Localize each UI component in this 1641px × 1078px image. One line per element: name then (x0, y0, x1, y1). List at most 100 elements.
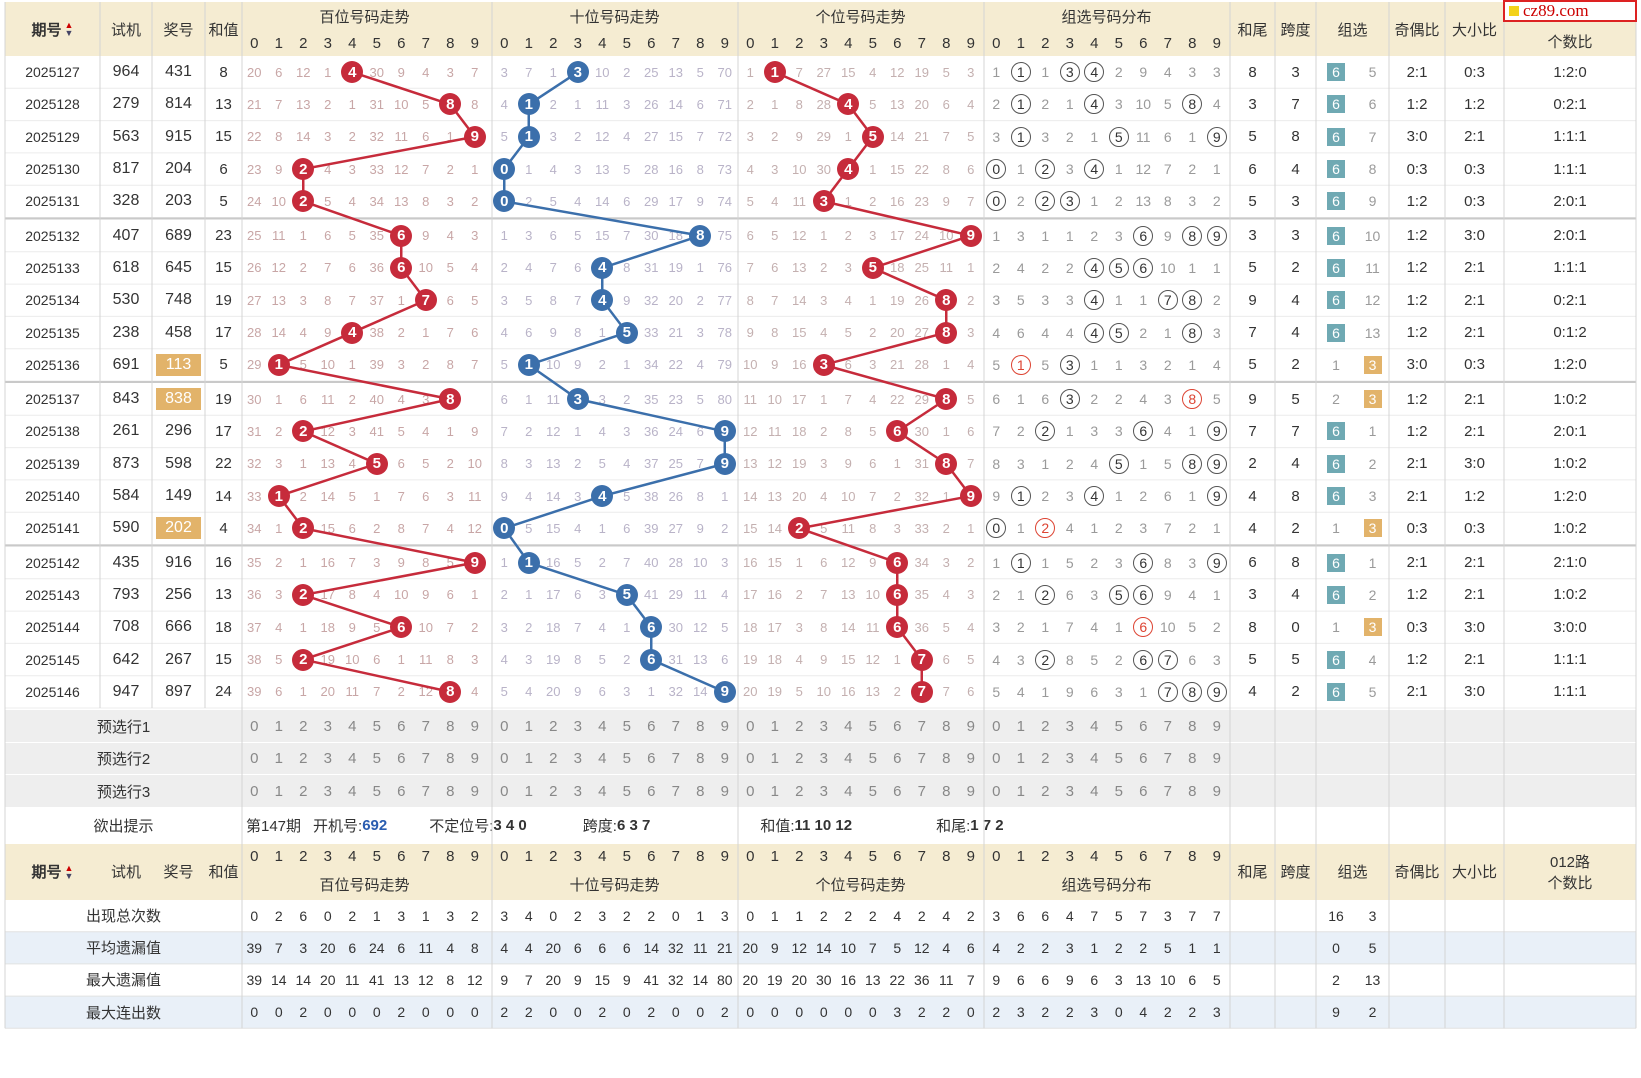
preselect-digit[interactable]: 8 (942, 750, 951, 768)
preselect-digit[interactable]: 8 (446, 750, 455, 768)
preselect-digit[interactable]: 6 (647, 782, 656, 800)
preselect-digit[interactable]: 6 (397, 782, 406, 800)
period-header-bottom[interactable]: 期号 ▲ ▼ (5, 844, 100, 900)
preselect-digit[interactable]: 3 (573, 782, 582, 800)
preselect-digit[interactable]: 5 (622, 782, 631, 800)
preselect-digit[interactable]: 4 (348, 750, 357, 768)
preselect-digit[interactable]: 6 (1139, 750, 1148, 768)
preselect-digit[interactable]: 7 (421, 717, 430, 735)
preselect-digit[interactable]: 2 (299, 782, 308, 800)
preselect-digit[interactable]: 9 (470, 782, 479, 800)
sort-arrows-icon[interactable]: ▲ ▼ (64, 862, 74, 881)
preselect-digit[interactable]: 0 (250, 717, 259, 735)
preselect-digit[interactable]: 7 (671, 782, 680, 800)
preselect-digit[interactable]: 8 (696, 782, 705, 800)
preselect-digit[interactable]: 9 (966, 750, 975, 768)
preselect-digit[interactable]: 5 (1114, 782, 1123, 800)
preselect-digit[interactable]: 8 (942, 782, 951, 800)
preselect-digit[interactable]: 6 (1139, 717, 1148, 735)
preselect-digit[interactable]: 9 (720, 750, 729, 768)
preselect-digit[interactable]: 2 (1041, 717, 1050, 735)
preselect-digit[interactable]: 1 (770, 717, 779, 735)
preselect-digit[interactable]: 2 (1041, 750, 1050, 768)
preselect-digit[interactable]: 6 (1139, 782, 1148, 800)
preselect-digit[interactable]: 7 (917, 750, 926, 768)
preselect-digit[interactable]: 0 (746, 717, 755, 735)
preselect-digit[interactable]: 0 (746, 750, 755, 768)
preselect-digit[interactable]: 4 (1090, 750, 1099, 768)
preselect-digit[interactable]: 1 (274, 717, 283, 735)
preselect-digit[interactable]: 0 (746, 782, 755, 800)
preselect-digit[interactable]: 4 (844, 750, 853, 768)
preselect-digit[interactable]: 8 (942, 717, 951, 735)
preselect-digit[interactable]: 0 (992, 750, 1001, 768)
preselect-digit[interactable]: 4 (348, 782, 357, 800)
preselect-digit[interactable]: 9 (1212, 782, 1221, 800)
preselect-digit[interactable]: 8 (446, 782, 455, 800)
preselect-digit[interactable]: 7 (1163, 782, 1172, 800)
preselect-digit[interactable]: 5 (372, 782, 381, 800)
preselect-digit[interactable]: 5 (372, 717, 381, 735)
preselect-digit[interactable]: 0 (500, 750, 509, 768)
preselect-digit[interactable]: 1 (1016, 750, 1025, 768)
preselect-digit[interactable]: 7 (671, 750, 680, 768)
preselect-digit[interactable]: 1 (1016, 782, 1025, 800)
preselect-digit[interactable]: 2 (549, 717, 558, 735)
preselect-digit[interactable]: 0 (500, 782, 509, 800)
preselect-digit[interactable]: 9 (1212, 717, 1221, 735)
sort-arrows-icon[interactable]: ▲ ▼ (64, 20, 74, 38)
preselect-digit[interactable]: 2 (549, 782, 558, 800)
preselect-digit[interactable]: 1 (524, 750, 533, 768)
preselect-digit[interactable]: 2 (795, 717, 804, 735)
preselect-digit[interactable]: 5 (868, 750, 877, 768)
preselect-digit[interactable]: 9 (966, 717, 975, 735)
preselect-digit[interactable]: 6 (397, 750, 406, 768)
preselect-digit[interactable]: 1 (274, 782, 283, 800)
preselect-digit[interactable]: 3 (1065, 717, 1074, 735)
preselect-digit[interactable]: 9 (720, 717, 729, 735)
preselect-digit[interactable]: 3 (573, 717, 582, 735)
preselect-digit[interactable]: 9 (966, 782, 975, 800)
preselect-digit[interactable]: 5 (372, 750, 381, 768)
preselect-digit[interactable]: 8 (1188, 717, 1197, 735)
preselect-digit[interactable]: 9 (1212, 750, 1221, 768)
preselect-digit[interactable]: 2 (1041, 782, 1050, 800)
preselect-digit[interactable]: 5 (1114, 717, 1123, 735)
preselect-digit[interactable]: 7 (1163, 750, 1172, 768)
preselect-digit[interactable]: 4 (1090, 717, 1099, 735)
preselect-digit[interactable]: 9 (470, 717, 479, 735)
preselect-digit[interactable]: 1 (274, 750, 283, 768)
preselect-digit[interactable]: 2 (795, 750, 804, 768)
preselect-digit[interactable]: 0 (250, 782, 259, 800)
preselect-digit[interactable]: 5 (622, 750, 631, 768)
preselect-digit[interactable]: 0 (992, 782, 1001, 800)
preselect-digit[interactable]: 5 (868, 717, 877, 735)
preselect-digit[interactable]: 8 (696, 717, 705, 735)
preselect-digit[interactable]: 2 (299, 750, 308, 768)
preselect-digit[interactable]: 5 (868, 782, 877, 800)
preselect-digit[interactable]: 4 (844, 717, 853, 735)
preselect-digit[interactable]: 0 (500, 717, 509, 735)
preselect-digit[interactable]: 1 (770, 750, 779, 768)
preselect-digit[interactable]: 5 (1114, 750, 1123, 768)
preselect-digit[interactable]: 3 (1065, 782, 1074, 800)
preselect-digit[interactable]: 7 (917, 782, 926, 800)
preselect-digit[interactable]: 6 (397, 717, 406, 735)
preselect-digit[interactable]: 0 (992, 717, 1001, 735)
preselect-digit[interactable]: 4 (844, 782, 853, 800)
preselect-digit[interactable]: 1 (770, 782, 779, 800)
preselect-digit[interactable]: 7 (1163, 717, 1172, 735)
preselect-digit[interactable]: 3 (1065, 750, 1074, 768)
preselect-digit[interactable]: 9 (720, 782, 729, 800)
preselect-digit[interactable]: 5 (622, 717, 631, 735)
preselect-digit[interactable]: 3 (323, 717, 332, 735)
preselect-digit[interactable]: 6 (893, 750, 902, 768)
preselect-digit[interactable]: 6 (893, 782, 902, 800)
preselect-digit[interactable]: 6 (893, 717, 902, 735)
preselect-digit[interactable]: 4 (598, 717, 607, 735)
preselect-digit[interactable]: 7 (917, 717, 926, 735)
preselect-digit[interactable]: 8 (1188, 750, 1197, 768)
preselect-digit[interactable]: 4 (598, 782, 607, 800)
preselect-digit[interactable]: 3 (323, 782, 332, 800)
site-logo[interactable]: cz89.com (1503, 0, 1637, 22)
